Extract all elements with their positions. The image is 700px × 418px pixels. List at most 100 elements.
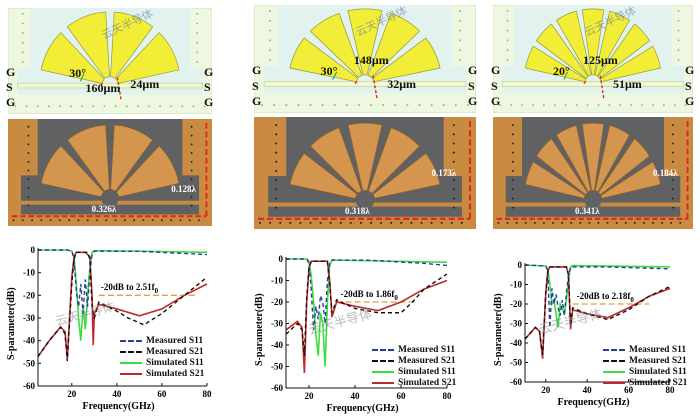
center-pad — [355, 191, 375, 210]
via — [672, 197, 674, 200]
y-tick-label: -60 — [271, 383, 283, 393]
via — [275, 133, 278, 136]
via — [196, 51, 199, 54]
fan-fin — [594, 124, 631, 193]
via — [672, 160, 674, 163]
width-wavelength-label: 0.318λ — [345, 205, 370, 216]
via — [406, 104, 409, 107]
via — [190, 143, 193, 146]
dimension-label-b: 51μm — [613, 77, 642, 92]
via — [181, 105, 184, 108]
via — [27, 143, 30, 146]
y-tick-label: -20 — [510, 299, 522, 309]
via — [114, 219, 117, 222]
angle-label: 20° — [553, 64, 570, 79]
via — [452, 197, 455, 200]
via — [275, 188, 278, 191]
layout-diagram-3: G G S S G G 20° 125μm 51μm 云天半导体 — [491, 4, 695, 113]
y-tick-label: -20 — [23, 290, 35, 300]
via — [466, 104, 469, 107]
via — [624, 221, 627, 224]
via — [521, 104, 523, 107]
via — [21, 41, 24, 44]
legend-label: Measured S11 — [146, 335, 204, 346]
via — [608, 104, 611, 107]
y-axis-label: S-parameter(dB) — [493, 292, 504, 366]
center-pad — [584, 191, 602, 210]
via — [161, 219, 163, 222]
legend-swatch — [603, 381, 625, 384]
via — [190, 178, 193, 181]
via — [588, 221, 591, 224]
via — [133, 219, 136, 222]
via — [170, 105, 173, 108]
y-tick-label: -30 — [510, 319, 522, 329]
annotation-text: -20dB to 1.86f — [340, 289, 395, 299]
via — [452, 179, 455, 182]
via — [497, 221, 500, 224]
via — [652, 104, 654, 107]
fan-fin — [40, 145, 104, 198]
via — [452, 142, 455, 145]
angle-arrow — [563, 71, 569, 80]
dimension-label-a: 125μm — [583, 52, 618, 67]
via — [12, 219, 15, 222]
fan-fin — [372, 152, 441, 199]
via — [452, 169, 455, 172]
via — [188, 219, 191, 222]
via — [92, 105, 95, 108]
via — [321, 104, 324, 107]
via — [672, 206, 674, 209]
port-label-right: G — [468, 63, 478, 78]
legend-swatch — [603, 359, 625, 362]
via — [677, 39, 680, 42]
port-label-right: G — [468, 93, 478, 108]
via — [309, 221, 312, 224]
via — [49, 219, 52, 222]
via — [31, 219, 34, 222]
via — [27, 125, 30, 128]
via — [677, 49, 680, 52]
via — [506, 9, 509, 12]
via — [672, 151, 674, 154]
fan-fin — [116, 145, 180, 198]
via — [512, 133, 514, 136]
x-tick-label: 80 — [666, 385, 676, 395]
y-tick-label: -30 — [271, 319, 283, 329]
port-label-right: G — [685, 93, 695, 108]
legend-item: Simulated S11 — [372, 366, 456, 377]
via — [661, 221, 663, 224]
s-parameter-chart-1: 20 40 60 80 0 -10 -20 -30 -40 -50 -60 Frequency(GHz… — [0, 240, 230, 418]
via — [196, 32, 199, 35]
x-tick-label: 40 — [583, 385, 593, 395]
legend-item: Simulated S21 — [120, 368, 204, 379]
width-wavelength-label: 0.341λ — [575, 205, 600, 216]
legend-label: Simulated S11 — [398, 366, 456, 377]
legend-label: Simulated S21 — [629, 377, 688, 388]
port-label-right: G — [204, 94, 214, 109]
via — [619, 104, 622, 107]
dimension-dashed-line — [496, 121, 689, 220]
x-tick-label: 20 — [67, 389, 77, 399]
s-parameter-chart-3: 20 40 60 80 0 -10 -20 -30 -40 -50 -60 Frequency(GHz… — [470, 240, 700, 418]
via — [677, 9, 680, 12]
via — [672, 169, 674, 172]
via — [643, 221, 645, 224]
via — [81, 105, 84, 108]
port-label-left: G — [491, 93, 501, 108]
via — [190, 204, 193, 207]
signal-line — [263, 81, 467, 87]
via — [597, 104, 600, 107]
annotation-subscript: 0 — [154, 287, 159, 296]
via — [515, 221, 518, 224]
legend-swatch — [120, 361, 142, 364]
port-label-left: G — [252, 93, 262, 108]
series-line-sim-s11 — [524, 264, 671, 328]
via — [458, 39, 461, 42]
via — [458, 49, 461, 52]
via — [512, 179, 514, 182]
dimension-dashed-line — [258, 121, 471, 220]
via — [452, 124, 455, 127]
via — [677, 29, 680, 32]
legend-swatch — [603, 370, 625, 373]
